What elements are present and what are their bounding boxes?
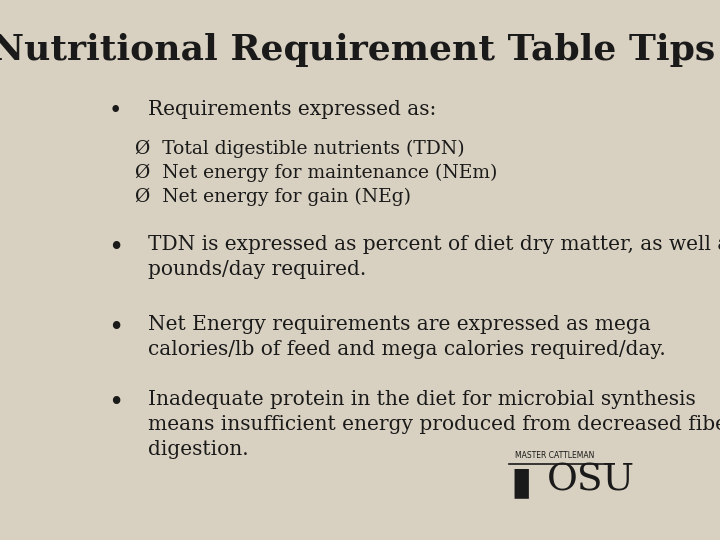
Text: Ø  Net energy for maintenance (NEm): Ø Net energy for maintenance (NEm) xyxy=(135,164,498,182)
Text: TDN is expressed as percent of diet dry matter, as well as
pounds/day required.: TDN is expressed as percent of diet dry … xyxy=(148,235,720,279)
Text: Requirements expressed as:: Requirements expressed as: xyxy=(148,100,437,119)
Text: Inadequate protein in the diet for microbial synthesis
means insufficient energy: Inadequate protein in the diet for micro… xyxy=(148,390,720,458)
Text: •: • xyxy=(109,100,122,122)
Text: Ø  Net energy for gain (NEg): Ø Net energy for gain (NEg) xyxy=(135,187,411,206)
Text: MASTER CATTLEMAN: MASTER CATTLEMAN xyxy=(515,451,594,460)
Text: Nutritional Requirement Table Tips: Nutritional Requirement Table Tips xyxy=(0,33,715,68)
Text: Ø  Total digestible nutrients (TDN): Ø Total digestible nutrients (TDN) xyxy=(135,140,464,158)
Text: •: • xyxy=(109,235,124,260)
Text: •: • xyxy=(109,390,124,415)
Text: ▮: ▮ xyxy=(510,463,531,501)
Text: Net Energy requirements are expressed as mega
calories/lb of feed and mega calor: Net Energy requirements are expressed as… xyxy=(148,315,666,359)
Text: •: • xyxy=(109,315,124,340)
Text: OSU: OSU xyxy=(546,463,634,498)
